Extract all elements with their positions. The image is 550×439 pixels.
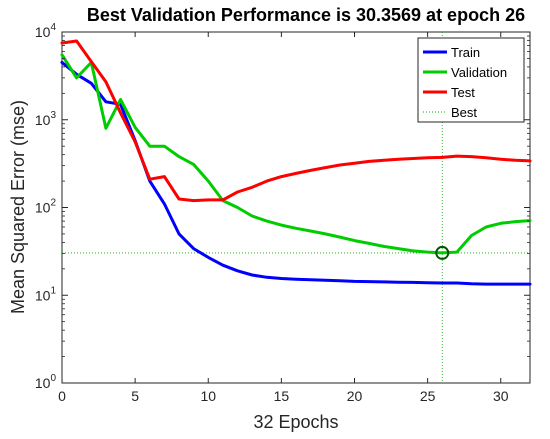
series-line-test [60,39,532,203]
y-tick-label: 104 [35,22,57,40]
y-tick-label: 103 [35,110,57,128]
legend-label-test: Test [451,85,475,100]
y-tick-label: 102 [35,198,57,216]
x-tick-label: 15 [274,388,290,404]
legend-label-best: Best [451,105,477,120]
legend-label-validation: Validation [451,65,507,80]
x-tick-label: 0 [58,388,66,404]
best-point-marker [435,245,450,260]
x-tick-label: 30 [493,388,509,404]
best-point-layer [435,245,450,260]
x-axis-label: 32 Epochs [253,412,338,432]
series-layer [60,39,532,286]
x-tick-label: 5 [131,388,139,404]
chart-title: Best Validation Performance is 30.3569 a… [87,5,525,25]
axis-ticks: 0 5 10 15 20 25 30 100 101 102 103 104 [35,22,530,404]
x-tick-label: 10 [200,388,216,404]
x-tick-label: 20 [347,388,363,404]
y-tick-label: 101 [35,285,57,303]
y-axis-label: Mean Squared Error (mse) [8,100,28,314]
y-tick-label: 100 [35,373,57,391]
x-tick-label: 25 [420,388,436,404]
legend-label-train: Train [451,45,480,60]
legend: Train Validation Test Best [417,37,525,123]
series-line-validation [60,53,532,255]
